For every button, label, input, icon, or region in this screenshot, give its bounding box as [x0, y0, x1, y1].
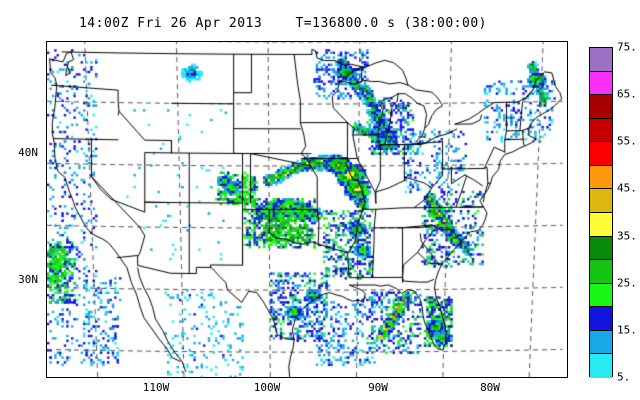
colorbar-band-11	[590, 307, 612, 331]
colorbar-band-1	[590, 71, 612, 96]
colorbar-band-13	[590, 354, 612, 378]
colorbar-band-9	[590, 260, 612, 284]
colorbar-band-0	[590, 48, 612, 72]
colorbar-tick-15: 15.	[617, 323, 637, 337]
colorbar-band-8	[590, 236, 612, 261]
colorbar-band-5	[590, 165, 612, 190]
colorbar-tick-45: 45.	[617, 181, 637, 195]
colorbar-band-4	[590, 142, 612, 166]
colorbar-band-12	[590, 330, 612, 355]
page-title: 14:00Z Fri 26 Apr 2013 T=136800.0 s (38:…	[78, 16, 487, 31]
colorbar-band-10	[590, 283, 612, 308]
reflectivity-colorbar	[589, 47, 613, 378]
x-axis-tick-90w: 90W	[368, 381, 388, 394]
colorbar-tick-25: 25.	[617, 276, 637, 290]
colorbar-band-2	[590, 95, 612, 119]
colorbar-tick-75: 75.	[617, 40, 637, 54]
colorbar-band-7	[590, 212, 612, 237]
y-axis-tick-40n: 40N	[18, 146, 38, 159]
x-axis-tick-110w: 110W	[142, 381, 170, 394]
reflectivity-map-canvas	[47, 42, 567, 377]
colorbar-band-6	[590, 189, 612, 213]
colorbar-tick-35: 35.	[617, 229, 637, 243]
colorbar-tick-5: 5.	[617, 370, 631, 384]
colorbar-tick-55: 55.	[617, 134, 637, 148]
x-axis-tick-80w: 80W	[480, 381, 500, 394]
map-plot-frame	[46, 41, 568, 378]
colorbar-band-3	[590, 118, 612, 143]
x-axis-tick-100w: 100W	[253, 381, 281, 394]
y-axis-tick-30n: 30N	[18, 273, 38, 286]
colorbar-tick-65: 65.	[617, 87, 637, 101]
